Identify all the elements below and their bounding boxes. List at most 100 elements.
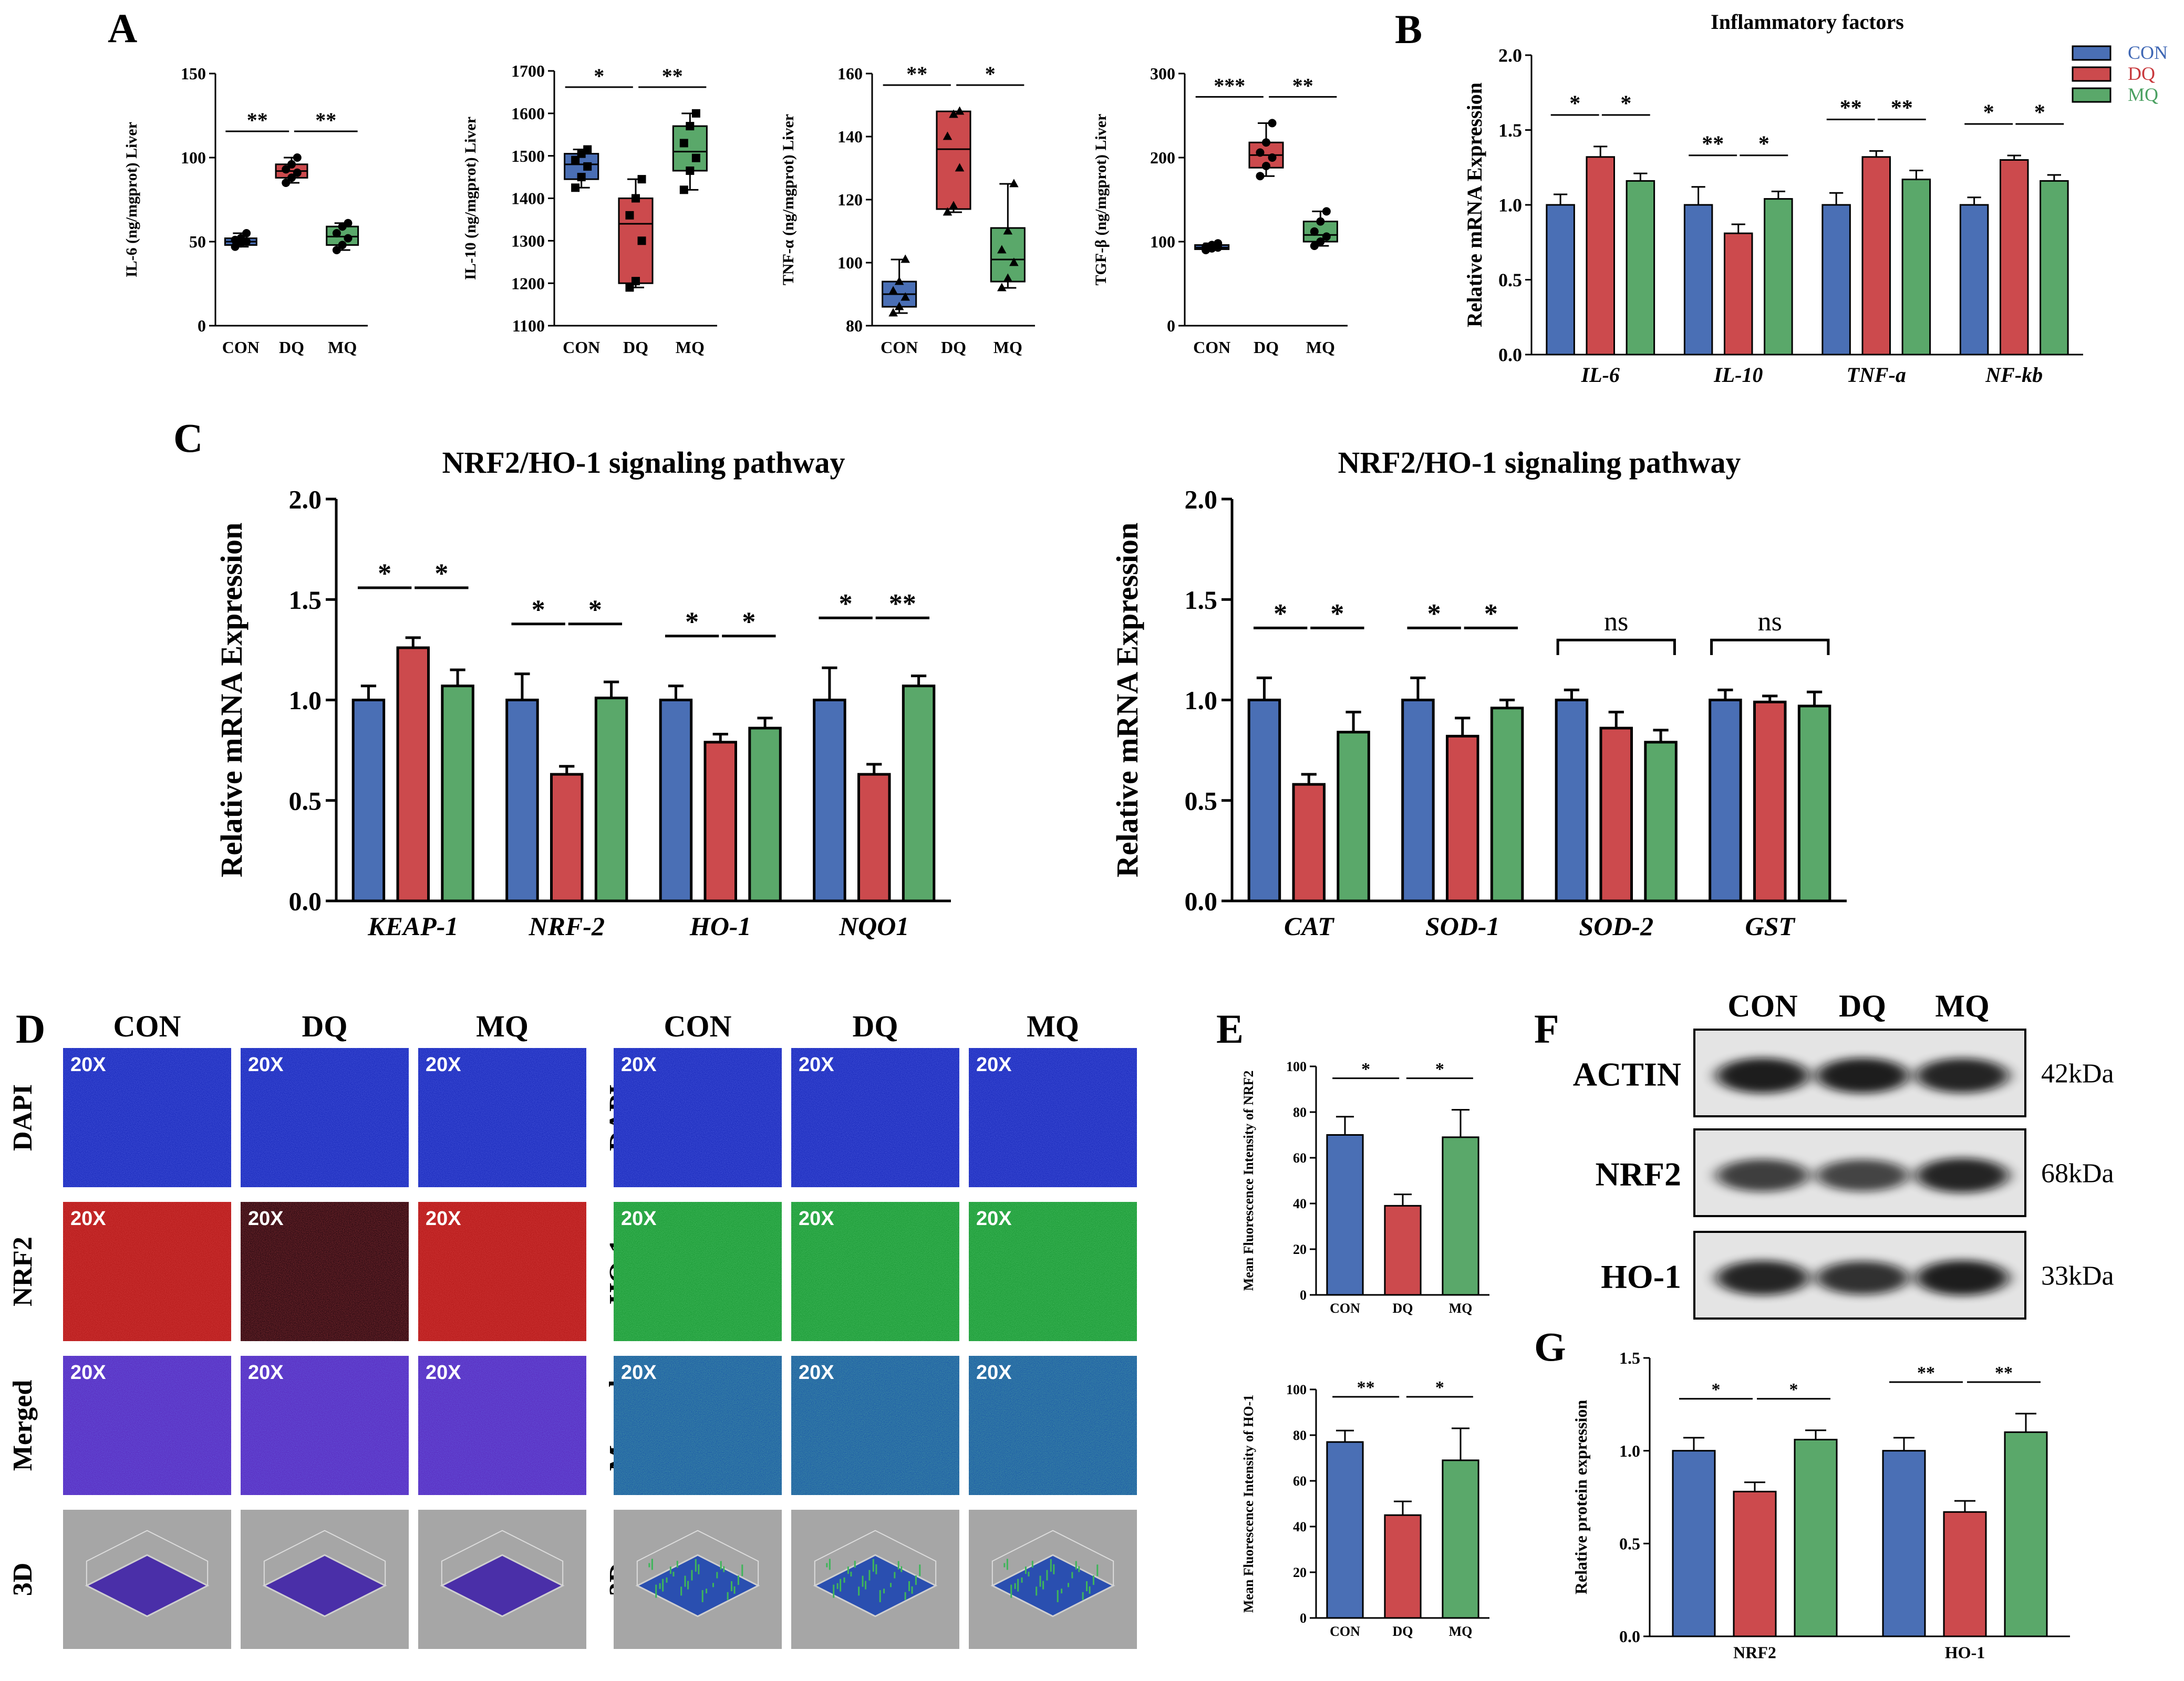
y-tick-label: 0.0 (1498, 345, 1522, 366)
x-tick-label: MQ (676, 338, 705, 357)
panel-label-f: F (1534, 1006, 1559, 1052)
magnification-label: 20X (248, 1054, 284, 1076)
western-blot-layer: CON DQ MQACTIN 42kDaNRF2 68kDaHO-1 33kDa (1573, 989, 2114, 1319)
row-label: DAPI (8, 1084, 38, 1151)
bar-dq-0 (1734, 1491, 1776, 1636)
bar-mq-0 (442, 686, 473, 901)
x-tick-label: IL-10 (1713, 363, 1763, 387)
data-point (293, 153, 302, 162)
significance-label: * (1274, 599, 1287, 629)
x-tick-label: DQ (1393, 1624, 1413, 1639)
data-point (583, 146, 592, 154)
bar-con-3 (1960, 205, 1988, 355)
x-tick-label: HO-1 (689, 911, 751, 941)
data-point (638, 236, 646, 245)
x-tick-label: SOD-1 (1425, 911, 1500, 941)
protein-band (1716, 1058, 1809, 1093)
y-tick-label: 1200 (511, 274, 545, 293)
data-point (632, 277, 640, 285)
panel-label-a: A (108, 5, 137, 51)
box-dq (619, 199, 653, 284)
bar-dq-0 (1293, 784, 1324, 901)
legend-swatch-dq (2073, 67, 2110, 81)
chart-C1: 0.00.51.01.52.0Relative mRNA ExpressionN… (214, 445, 951, 941)
micrograph-tile: 20X (969, 1356, 1137, 1495)
micrograph-tile: 20X (63, 1356, 231, 1495)
significance-label: ** (1357, 1378, 1375, 1397)
micrograph-tile (63, 1510, 231, 1649)
kda-label: 42kDa (2041, 1059, 2114, 1089)
magnification-label: 20X (799, 1362, 834, 1384)
data-point (293, 169, 302, 177)
magnification-label: 20X (621, 1362, 657, 1384)
significance-label: ns (1758, 607, 1782, 637)
micrograph-tile (791, 1510, 959, 1649)
significance-label: * (1361, 1060, 1370, 1079)
protein-band (1716, 1261, 1809, 1295)
data-point (686, 167, 694, 175)
chart-E1: 020406080100Mean Fluorescence Intensity … (1241, 1059, 1489, 1316)
y-tick-label: 140 (837, 127, 863, 146)
y-tick-label: 1300 (511, 232, 545, 251)
y-tick-label: 0 (198, 316, 206, 335)
y-tick-label: 80 (1293, 1105, 1307, 1120)
bar-mq-1 (596, 698, 627, 901)
data-point (1214, 239, 1222, 247)
y-tick-label: 2.0 (289, 485, 322, 514)
micrograph-tile (241, 1510, 409, 1649)
kda-label: 33kDa (2041, 1261, 2114, 1291)
chart-A1: 050100150IL-6 (ng/mgprot) LiverCON DQ MQ**… (123, 64, 368, 357)
data-point (1256, 172, 1264, 180)
significance-label: * (532, 595, 545, 625)
x-tick-label: DQ (941, 338, 966, 357)
bar-con-3 (814, 700, 845, 901)
significance-label: * (1712, 1380, 1721, 1399)
x-tick-label: MQ (1306, 338, 1335, 357)
y-tick-label: 1600 (511, 104, 545, 123)
bar-ho-1-0 (1327, 1442, 1363, 1618)
significance-label: * (985, 62, 996, 86)
protein-label: ACTIN (1573, 1056, 1681, 1093)
micrograph-grid-left: CON DQ MQDAPI20X 20X 20XNRF220X 20X 20XMerged2… (8, 1009, 586, 1649)
significance-label: * (1435, 1378, 1444, 1397)
column-header: DQ (853, 1009, 898, 1043)
y-tick-label: 80 (1293, 1428, 1307, 1443)
significance-label: * (594, 64, 604, 88)
micrograph-tile (614, 1510, 782, 1649)
chart-A3: 80 100 120 140 160 TNF-α (ng/mgprot) Liver CON… (780, 62, 1035, 357)
bar-dq-1 (1725, 233, 1753, 355)
y-tick-label: 0.5 (1498, 269, 1522, 290)
y-tick-label: 0 (1167, 316, 1175, 335)
y-tick-label: 1.5 (1185, 585, 1218, 615)
micrograph-tile: 20X (791, 1048, 959, 1187)
chart-A2: 1100 1200 1300 1400 1500 1600 1700 IL-10 (ng/mg… (462, 61, 717, 357)
micrograph-tile (969, 1510, 1137, 1649)
bar-nrf2-0 (1327, 1135, 1363, 1295)
data-point (1268, 153, 1277, 162)
column-header: DQ (302, 1009, 348, 1043)
significance-label: *** (1214, 74, 1245, 97)
micrograph-tile: 20X (418, 1356, 586, 1495)
x-tick-label: CON (1330, 1301, 1360, 1316)
lane-label: DQ (1839, 989, 1886, 1023)
y-tick-label: 20 (1293, 1242, 1307, 1257)
significance-label: * (1983, 101, 1994, 125)
x-tick-label: CAT (1284, 911, 1335, 941)
bar-mq-3 (903, 686, 934, 901)
magnification-label: 20X (70, 1054, 106, 1076)
box-dq (937, 111, 970, 209)
y-axis-label: Relative mRNA Expression (214, 523, 249, 878)
micrograph-tile: 20X (63, 1048, 231, 1187)
y-tick-label: 1.0 (289, 686, 322, 715)
y-tick-label: 50 (189, 232, 206, 251)
bar-con-1 (1403, 700, 1434, 901)
x-tick-label: IL-6 (1581, 363, 1620, 387)
y-tick-label: 2.0 (1185, 485, 1218, 514)
x-tick-label: NRF2 (1733, 1643, 1776, 1662)
bar-ho-1-2 (1443, 1460, 1478, 1618)
y-tick-label: 0.5 (1619, 1534, 1640, 1553)
bar-mq-3 (1799, 706, 1830, 901)
y-tick-label: 1400 (511, 189, 545, 208)
protein-band (1916, 1260, 2009, 1295)
data-point (632, 194, 640, 203)
